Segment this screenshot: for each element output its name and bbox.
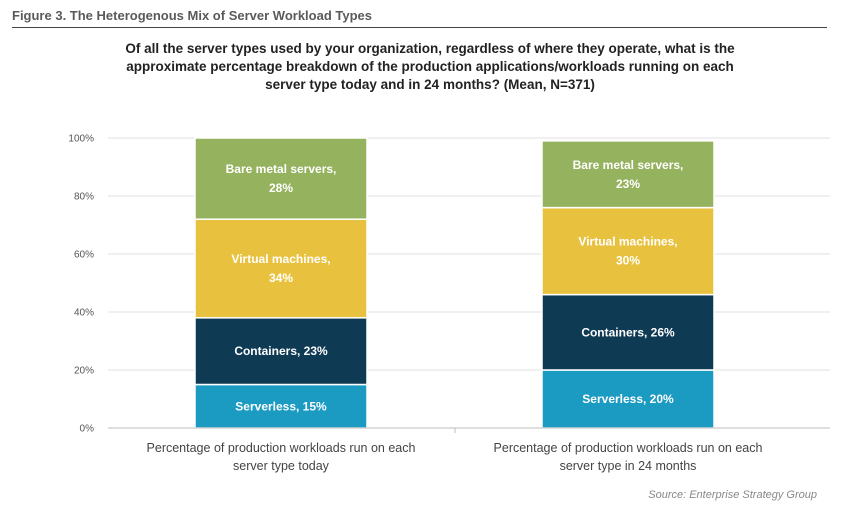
y-axis-ticks: 0% 20% 40% 60% 80% 100% <box>68 134 94 435</box>
bar-segment <box>194 383 368 429</box>
bar-segment <box>541 140 715 209</box>
segment-label: Bare metal servers, 28% <box>226 162 337 195</box>
y-tick-label: 40% <box>74 308 94 319</box>
segment-label: Virtual machines, 34% <box>231 252 330 285</box>
y-tick-label: 100% <box>68 134 94 145</box>
source-note: Source: Enterprise Strategy Group <box>648 489 817 501</box>
segment-label: Serverless, 15% <box>235 399 327 413</box>
segment-label: Containers, 23% <box>234 344 328 358</box>
category-label: Percentage of production workloads run o… <box>147 441 416 473</box>
y-tick-label: 80% <box>74 192 94 203</box>
x-axis-labels: Percentage of production workloads run o… <box>108 427 830 473</box>
segment-label: Virtual machines, 30% <box>578 235 677 268</box>
chart-title: Of all the server types used by your org… <box>125 41 735 92</box>
segment-label: Bare metal servers, 23% <box>573 158 684 191</box>
segment-label: Containers, 26% <box>581 325 675 339</box>
category-label: Percentage of production workloads run o… <box>494 441 763 473</box>
y-tick-label: 0% <box>80 424 95 435</box>
figure-divider <box>12 27 827 28</box>
segment-label: Serverless, 20% <box>582 392 674 406</box>
bars: Serverless, 15% Containers, 23% Virtual ma… <box>194 137 715 429</box>
bar-segment <box>194 137 368 220</box>
bar-segment <box>541 369 715 429</box>
figure-label: Figure 3. The Heterogenous Mix of Server… <box>12 8 372 23</box>
y-tick-label: 60% <box>74 250 94 261</box>
y-tick-label: 20% <box>74 366 94 377</box>
bar-segment <box>541 206 715 296</box>
bar-segment <box>194 317 368 386</box>
bar-segment <box>194 218 368 319</box>
